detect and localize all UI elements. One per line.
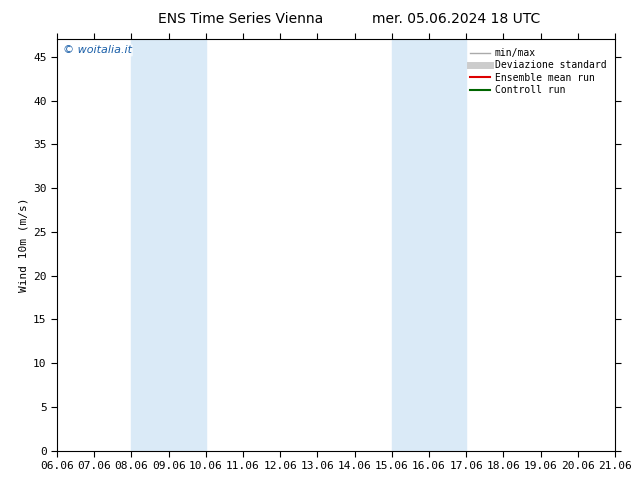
Legend: min/max, Deviazione standard, Ensemble mean run, Controll run: min/max, Deviazione standard, Ensemble m… — [467, 44, 610, 99]
Y-axis label: Wind 10m (m/s): Wind 10m (m/s) — [19, 198, 29, 292]
Bar — [392, 39, 466, 451]
Text: mer. 05.06.2024 18 UTC: mer. 05.06.2024 18 UTC — [372, 12, 541, 26]
Bar — [131, 39, 206, 451]
Text: ENS Time Series Vienna: ENS Time Series Vienna — [158, 12, 323, 26]
Text: © woitalia.it: © woitalia.it — [63, 46, 132, 55]
